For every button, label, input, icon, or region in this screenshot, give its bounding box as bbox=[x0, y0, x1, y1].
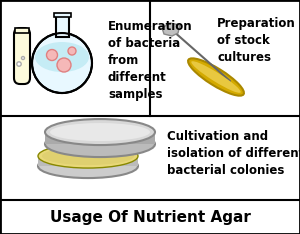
Text: Cultivation and
isolation of different
bacterial colonies: Cultivation and isolation of different b… bbox=[167, 130, 300, 177]
Ellipse shape bbox=[50, 123, 150, 141]
Polygon shape bbox=[162, 23, 180, 36]
Text: Enumeration
of bacteria
from
different
samples: Enumeration of bacteria from different s… bbox=[108, 19, 193, 101]
Ellipse shape bbox=[191, 61, 241, 93]
Ellipse shape bbox=[35, 42, 89, 72]
Bar bbox=[56, 15, 68, 37]
Ellipse shape bbox=[188, 58, 244, 96]
Circle shape bbox=[32, 33, 92, 93]
Circle shape bbox=[46, 50, 58, 61]
Circle shape bbox=[22, 57, 25, 59]
Ellipse shape bbox=[45, 119, 155, 145]
Circle shape bbox=[17, 62, 21, 66]
Bar bbox=[15, 28, 29, 33]
Bar bbox=[45, 132, 155, 144]
FancyBboxPatch shape bbox=[14, 28, 30, 84]
Ellipse shape bbox=[42, 147, 134, 165]
Bar bbox=[38, 156, 138, 166]
Text: Usage Of Nutrient Agar: Usage Of Nutrient Agar bbox=[50, 209, 250, 225]
Text: Preparation
of stock
cultures: Preparation of stock cultures bbox=[217, 17, 296, 63]
Circle shape bbox=[68, 47, 76, 55]
Ellipse shape bbox=[45, 131, 155, 157]
Ellipse shape bbox=[38, 154, 138, 178]
Ellipse shape bbox=[38, 144, 138, 168]
Circle shape bbox=[57, 58, 71, 72]
Bar bbox=[53, 13, 70, 17]
